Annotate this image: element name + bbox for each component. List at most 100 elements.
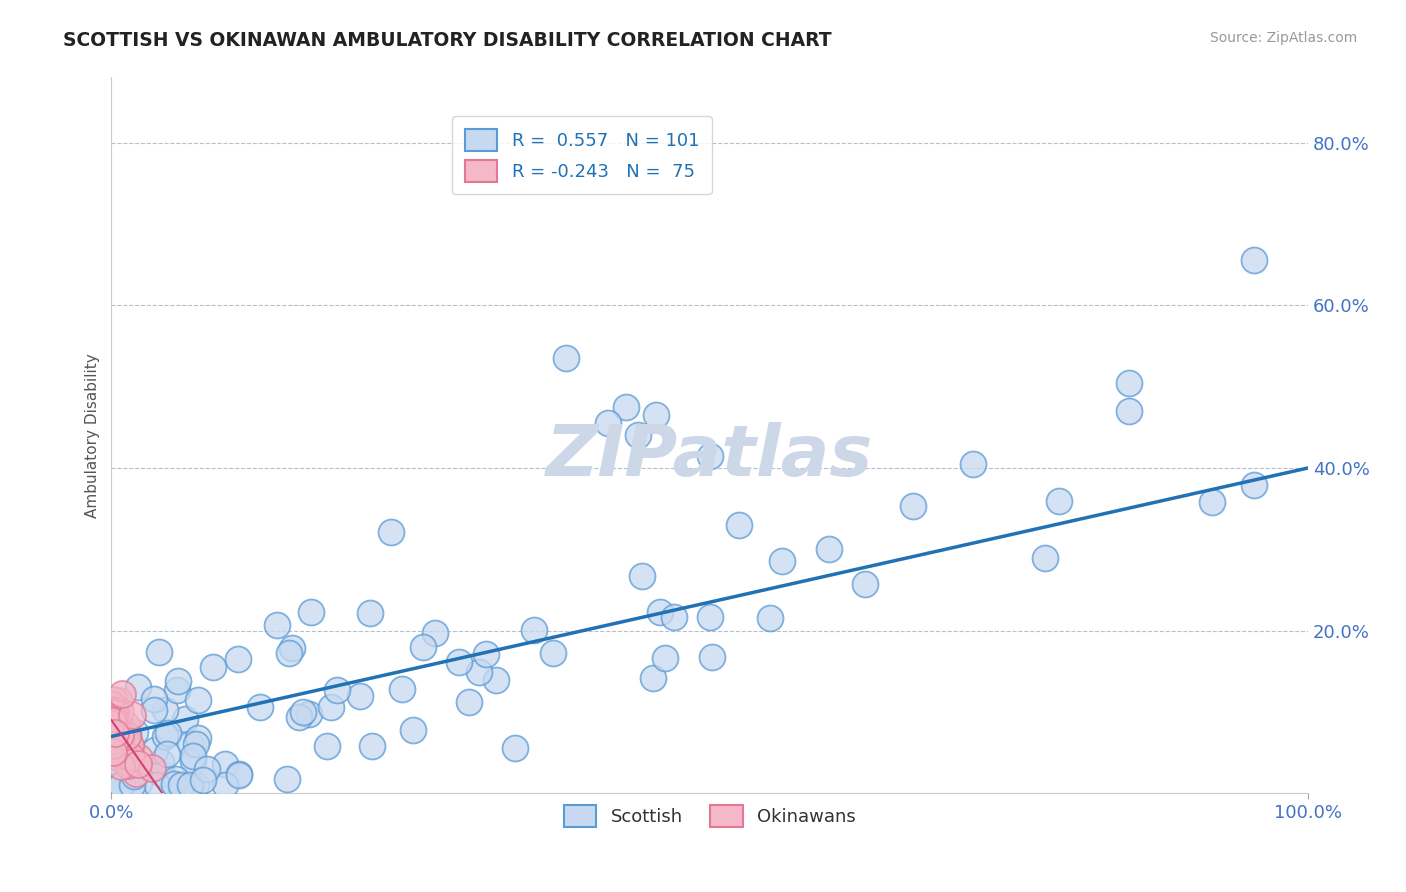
Point (555, 351, 578, 365)
Point (108, 728, 131, 742)
Point (412, 640, 434, 654)
Point (104, 726, 127, 740)
Point (117, 729, 139, 743)
Point (104, 704, 127, 718)
Point (148, 645, 170, 659)
Point (319, 700, 342, 714)
Point (728, 518, 751, 533)
Point (142, 691, 165, 706)
Point (110, 726, 132, 740)
Point (100, 701, 122, 715)
Point (195, 762, 218, 776)
Point (120, 750, 142, 764)
Point (278, 646, 301, 660)
Point (187, 693, 209, 707)
Point (127, 680, 149, 694)
Point (104, 715, 127, 730)
Point (108, 740, 131, 755)
Point (107, 751, 129, 765)
Point (150, 767, 173, 781)
Point (402, 723, 425, 738)
Point (1118, 403, 1140, 417)
Point (156, 747, 179, 761)
Point (101, 713, 124, 727)
Point (191, 772, 214, 787)
Point (276, 772, 298, 786)
Legend: Scottish, Okinawans: Scottish, Okinawans (557, 798, 863, 834)
Point (125, 766, 148, 780)
Point (163, 777, 186, 791)
Point (103, 723, 125, 737)
Point (110, 715, 132, 730)
Point (299, 605, 322, 619)
Point (249, 699, 271, 714)
Point (281, 641, 304, 656)
Point (141, 761, 163, 775)
Point (903, 499, 925, 513)
Point (120, 753, 142, 767)
Point (104, 734, 127, 748)
Point (484, 673, 506, 687)
Point (103, 711, 125, 725)
Point (266, 618, 288, 632)
Point (423, 625, 446, 640)
Point (112, 748, 135, 763)
Point (124, 724, 146, 739)
Point (111, 740, 134, 755)
Point (121, 778, 143, 792)
Point (214, 778, 236, 792)
Point (122, 769, 145, 783)
Point (111, 729, 134, 743)
Point (105, 710, 128, 724)
Point (128, 776, 150, 790)
Point (157, 726, 180, 740)
Point (214, 757, 236, 772)
Point (523, 623, 546, 637)
Point (699, 449, 721, 463)
Point (101, 714, 124, 728)
Point (107, 726, 129, 740)
Point (360, 739, 382, 754)
Text: SCOTTISH VS OKINAWAN AMBULATORY DISABILITY CORRELATION CHART: SCOTTISH VS OKINAWAN AMBULATORY DISABILI… (63, 31, 832, 50)
Point (645, 408, 668, 422)
Point (101, 722, 124, 736)
Point (702, 650, 724, 665)
Point (114, 717, 136, 731)
Point (818, 541, 841, 556)
Point (108, 743, 131, 757)
Point (298, 707, 321, 722)
Point (101, 720, 124, 734)
Point (101, 745, 124, 759)
Point (101, 732, 124, 747)
Point (853, 577, 876, 591)
Point (143, 743, 166, 757)
Point (468, 665, 491, 680)
Point (449, 655, 471, 669)
Point (179, 737, 201, 751)
Point (326, 683, 349, 698)
Point (165, 772, 187, 786)
Point (146, 778, 169, 792)
Text: Source: ZipAtlas.com: Source: ZipAtlas.com (1209, 31, 1357, 45)
Point (108, 693, 131, 707)
Point (359, 606, 381, 620)
Point (120, 739, 142, 754)
Point (105, 723, 128, 737)
Point (114, 735, 136, 749)
Point (103, 706, 125, 720)
Point (127, 756, 149, 771)
Point (117, 727, 139, 741)
Point (770, 554, 793, 568)
Point (475, 647, 498, 661)
Point (349, 689, 371, 703)
Point (183, 749, 205, 764)
Point (105, 737, 128, 751)
Point (101, 706, 124, 721)
Point (391, 682, 413, 697)
Point (117, 758, 139, 772)
Point (614, 400, 637, 414)
Point (103, 739, 125, 753)
Point (758, 611, 780, 625)
Point (107, 716, 129, 731)
Point (1033, 551, 1056, 566)
